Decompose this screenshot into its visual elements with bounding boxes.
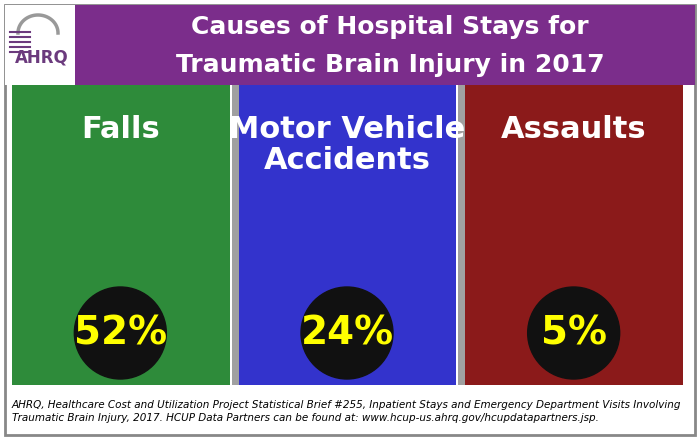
Circle shape bbox=[528, 287, 620, 379]
Text: Traumatic Brain Injury, 2017. HCUP Data Partners can be found at: www.hcup-us.ah: Traumatic Brain Injury, 2017. HCUP Data … bbox=[12, 413, 599, 423]
Circle shape bbox=[74, 287, 167, 379]
Text: 52%: 52% bbox=[74, 314, 167, 352]
Bar bbox=[5, 5, 75, 85]
Bar bbox=[458, 85, 468, 385]
Text: Motor Vehicle
Accidents: Motor Vehicle Accidents bbox=[229, 115, 465, 175]
Bar bbox=[232, 85, 242, 385]
Text: 24%: 24% bbox=[300, 314, 393, 352]
Text: Falls: Falls bbox=[81, 115, 160, 144]
Bar bbox=[466, 85, 683, 385]
Text: Assaults: Assaults bbox=[501, 115, 647, 144]
Text: AHRQ, Healthcare Cost and Utilization Project Statistical Brief #255, Inpatient : AHRQ, Healthcare Cost and Utilization Pr… bbox=[12, 400, 682, 410]
Text: 5%: 5% bbox=[540, 314, 607, 352]
Circle shape bbox=[301, 287, 393, 379]
Text: Causes of Hospital Stays for: Causes of Hospital Stays for bbox=[191, 15, 589, 39]
Text: Traumatic Brain Injury in 2017: Traumatic Brain Injury in 2017 bbox=[176, 53, 604, 77]
Text: AHRQ: AHRQ bbox=[15, 48, 69, 66]
Bar bbox=[12, 85, 230, 385]
Bar bbox=[75, 5, 695, 85]
Bar bbox=[239, 85, 456, 385]
